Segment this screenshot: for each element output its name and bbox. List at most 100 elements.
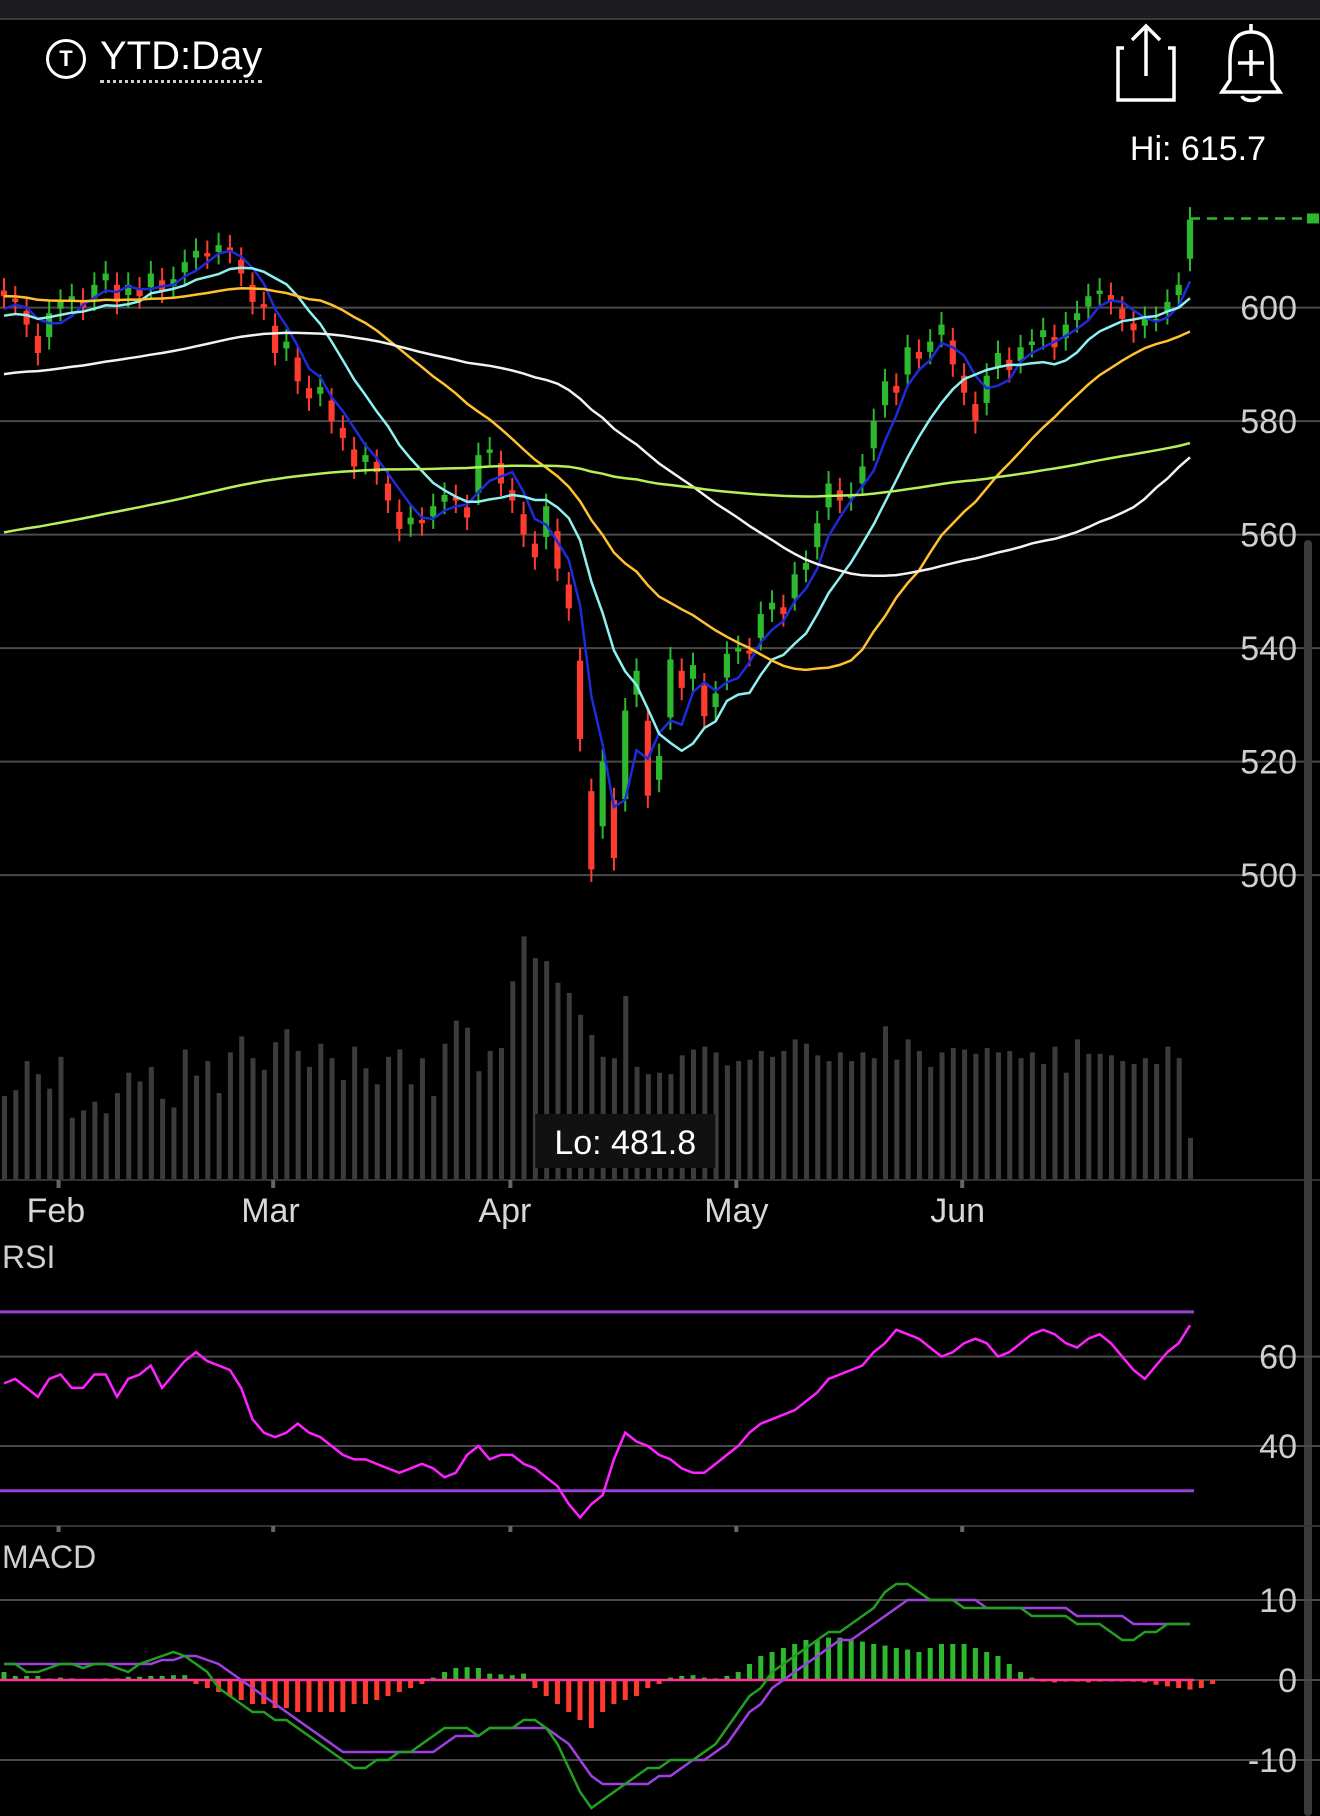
macd-histogram-bar-positive <box>848 1640 854 1680</box>
volume-bar <box>928 1066 934 1180</box>
candle-down <box>418 519 426 524</box>
candle-up <box>656 755 663 780</box>
candle-down <box>497 463 505 484</box>
volume-bar <box>148 1066 154 1180</box>
macd-histogram-bar-negative <box>645 1680 651 1688</box>
macd-histogram-bar-positive <box>746 1664 752 1680</box>
macd-histogram-bar-negative <box>283 1680 289 1708</box>
volume-bar <box>995 1052 1001 1180</box>
macd-signal-line <box>4 1598 1190 1786</box>
candle-up <box>814 523 821 548</box>
volume-bar <box>1029 1052 1035 1180</box>
candle-up <box>362 455 369 462</box>
macd-histogram-bar-negative <box>340 1680 346 1712</box>
volume-bar <box>1120 1061 1126 1180</box>
share-button[interactable] <box>1112 20 1182 104</box>
candle-up <box>994 352 1002 367</box>
volume-bar <box>352 1046 358 1180</box>
candle-up <box>848 494 855 499</box>
volume-bar <box>1041 1064 1047 1180</box>
candle-down <box>565 584 572 609</box>
candle-down <box>915 351 922 359</box>
volume-bar <box>1086 1053 1092 1180</box>
macd-histogram-bar-negative <box>1164 1680 1170 1687</box>
rsi-title: RSI <box>2 1239 55 1275</box>
candle-up <box>904 347 911 375</box>
volume-bar <box>1075 1039 1081 1180</box>
volume-bar <box>1131 1064 1137 1180</box>
candle-down <box>1119 308 1126 319</box>
volume-bar <box>92 1101 98 1180</box>
candle-up <box>1085 296 1092 307</box>
macd-histogram-bar-negative <box>1176 1680 1182 1688</box>
candle-down <box>260 304 267 308</box>
volume-bar <box>69 1117 75 1180</box>
candle-down <box>1107 295 1115 302</box>
volume-bar <box>1018 1058 1024 1180</box>
macd-histogram-bar-positive <box>159 1676 165 1680</box>
volume-bar <box>555 982 561 1180</box>
volume-bar <box>510 981 516 1180</box>
macd-histogram-bar-positive <box>24 1676 30 1680</box>
candle-up <box>633 670 640 695</box>
volume-bar <box>747 1059 753 1180</box>
price-axis-label: 520 <box>1240 744 1297 782</box>
candle-up <box>870 421 877 449</box>
volume-bar <box>2 1095 7 1180</box>
macd-histogram-bar-positive <box>679 1676 685 1680</box>
volume-bar <box>476 1071 482 1180</box>
macd-histogram-bar-negative <box>249 1680 255 1704</box>
candle-down <box>305 388 313 399</box>
candle-down <box>893 385 900 393</box>
candle-up <box>859 466 866 484</box>
candle-down <box>452 497 459 501</box>
alert-button[interactable] <box>1216 20 1286 104</box>
macd-histogram-bar-negative <box>374 1680 380 1700</box>
volume-bar <box>194 1075 200 1180</box>
volume-bar <box>386 1056 392 1180</box>
macd-histogram-bar-negative <box>1153 1680 1159 1685</box>
timeframe-selector[interactable]: T YTD:Day <box>46 34 263 83</box>
macd-axis-label: 0 <box>1278 1662 1297 1700</box>
macd-histogram-bar-negative <box>577 1680 583 1720</box>
macd-histogram-bar-negative <box>351 1680 357 1704</box>
macd-histogram-bar-positive <box>735 1672 741 1680</box>
volume-bar <box>216 1093 222 1180</box>
volume-bar <box>770 1056 776 1180</box>
candle-down <box>249 284 256 302</box>
macd-histogram-bar-positive <box>803 1640 809 1680</box>
candle-up <box>170 279 177 286</box>
volume-bar <box>736 1061 742 1180</box>
candle-up <box>791 574 798 599</box>
volume-bar <box>318 1043 324 1180</box>
candle-up <box>283 341 290 349</box>
sma-fast-line <box>3 249 1192 810</box>
macd-histogram-bar-negative <box>656 1680 662 1684</box>
volume-bar <box>803 1043 809 1180</box>
macd-histogram-bar-negative <box>362 1680 368 1704</box>
x-axis-label: Jun <box>930 1192 985 1230</box>
volume-bar <box>1052 1046 1058 1180</box>
macd-title: MACD <box>2 1539 96 1575</box>
volume-bar <box>453 1020 459 1180</box>
hi-label: Hi: 615.7 <box>1130 130 1266 168</box>
volume-bar <box>894 1059 900 1180</box>
macd-histogram-bar-negative <box>1187 1680 1193 1690</box>
volume-bar <box>205 1061 211 1180</box>
volume-bar <box>498 1048 504 1180</box>
macd-histogram-bar-positive <box>859 1641 865 1680</box>
candle-up <box>91 284 98 299</box>
candle-up <box>1017 347 1024 361</box>
volume-bar <box>578 1014 584 1180</box>
macd-histogram-bar-positive <box>961 1644 967 1680</box>
candle-down <box>746 650 753 654</box>
candle-down <box>464 507 471 518</box>
volume-bar <box>363 1068 369 1180</box>
candle-up <box>723 653 730 678</box>
volume-bar <box>1007 1050 1013 1180</box>
macd-histogram-bar-positive <box>509 1675 515 1680</box>
sma-200-line <box>3 441 1191 534</box>
macd-histogram-bar-negative <box>261 1680 267 1704</box>
macd-histogram-bar-negative <box>611 1680 617 1704</box>
